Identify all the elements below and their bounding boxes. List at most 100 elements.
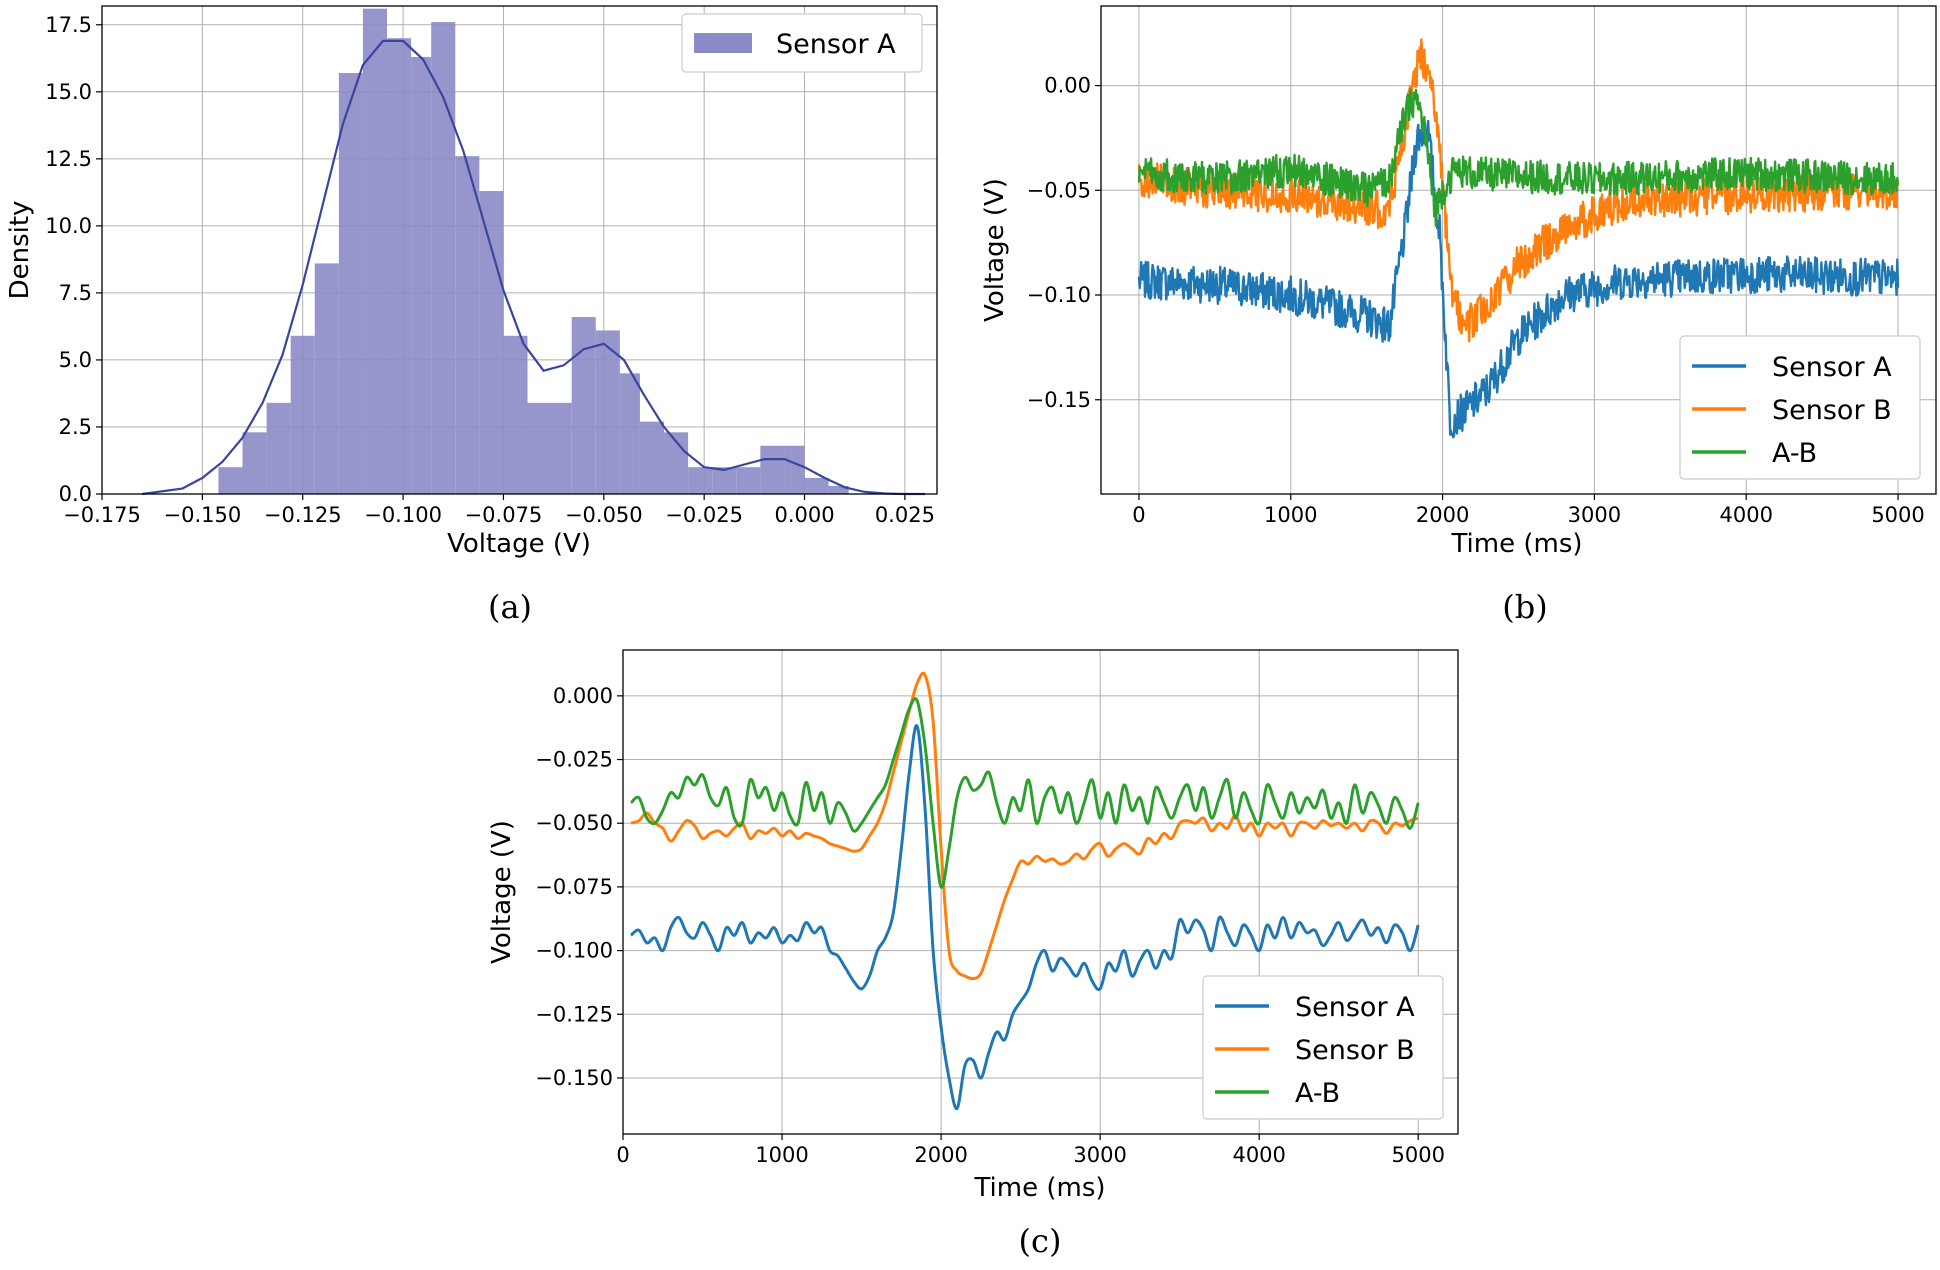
y-tick-label: 0.0: [59, 482, 92, 506]
x-tick-label: 4000: [1720, 503, 1773, 527]
panel-a-x-axis-label: Voltage (V): [447, 529, 591, 559]
y-tick-label: −0.125: [535, 1002, 613, 1026]
histogram-bar: [712, 467, 737, 494]
legend-label: Sensor A: [1772, 352, 1892, 383]
legend-box: [1202, 975, 1444, 1120]
x-tick-label: −0.025: [665, 503, 743, 527]
panel-c-axes-frame: [622, 649, 1459, 1135]
legend-label: Sensor B: [1772, 395, 1892, 426]
y-tick-label: 5.0: [59, 348, 92, 372]
series-line-a-b: [1137, 88, 1900, 227]
histogram-bar: [760, 445, 785, 494]
y-tick-label: 12.5: [45, 147, 92, 171]
y-tick-label: −0.10: [1027, 283, 1091, 307]
histogram-bar: [804, 477, 829, 494]
panel-c-y-ticks: 0.000 −0.025 −0.050 −0.075 −0.100 −0.125 −0.15…: [535, 684, 623, 1090]
x-tick-label: −0.125: [264, 503, 342, 527]
histogram-bar: [290, 335, 315, 494]
x-tick-label: 0.025: [875, 503, 935, 527]
x-tick-label: 0.000: [774, 503, 834, 527]
panel-c-lines: [629, 671, 1420, 1111]
panel-c-x-ticks: 0 1000 2000 3000 4000 5000: [616, 1134, 1445, 1167]
histogram-bar: [595, 330, 620, 494]
y-tick-label: 17.5: [45, 13, 92, 37]
x-tick-label: 4000: [1232, 1143, 1285, 1167]
x-tick-label: 3000: [1568, 503, 1621, 527]
panel-b-raw-signals: 0 1000 2000 3000 4000 5000 0.00 −0.05 −0.10 −0.1…: [980, 5, 1937, 626]
x-tick-label: −0.175: [63, 503, 141, 527]
x-tick-label: 0: [1132, 503, 1145, 527]
panel-b-y-ticks: 0.00 −0.05 −0.10 −0.15: [1027, 74, 1101, 412]
panel-b-x-axis-label: Time (ms): [1450, 529, 1582, 559]
x-tick-label: 5000: [1871, 503, 1924, 527]
histogram-bar: [527, 402, 572, 494]
legend-label: Sensor B: [1295, 1035, 1415, 1066]
x-tick-label: 1000: [1264, 503, 1317, 527]
histogram-bar: [411, 56, 432, 494]
histogram-bar: [479, 191, 504, 494]
panel-b-axes-frame: [1100, 5, 1937, 495]
x-tick-label: 2000: [914, 1143, 967, 1167]
histogram-bar: [639, 421, 665, 494]
y-tick-label: 15.0: [45, 80, 92, 104]
y-tick-label: −0.075: [535, 875, 613, 899]
panel-a-legend: Sensor A: [681, 13, 923, 73]
x-tick-label: −0.150: [164, 503, 242, 527]
histogram-bar: [266, 402, 291, 494]
y-tick-label: −0.100: [535, 939, 613, 963]
histogram-bar: [242, 432, 267, 494]
histogram-bar: [431, 22, 456, 494]
y-tick-label: 2.5: [59, 415, 92, 439]
y-tick-label: −0.025: [535, 748, 613, 772]
panel-c-legend: Sensor A Sensor B A-B: [1202, 975, 1444, 1120]
x-tick-label: 1000: [755, 1143, 808, 1167]
histogram-bar: [338, 73, 363, 495]
panel-c-smoothed-signals: 0 1000 2000 3000 4000 5000 0.000 −0.025 −0.050 −…: [487, 649, 1459, 1260]
histogram-bar: [503, 335, 528, 494]
legend-label: A-B: [1295, 1078, 1340, 1109]
panel-a-grid: [101, 6, 937, 495]
histogram-bar: [828, 485, 849, 494]
x-tick-label: −0.075: [465, 503, 543, 527]
histogram-bar: [736, 467, 761, 494]
x-tick-label: 0: [616, 1143, 629, 1167]
histogram-bar: [619, 373, 640, 494]
x-tick-label: 5000: [1392, 1143, 1445, 1167]
caption-c: (c): [1019, 1222, 1062, 1260]
histogram-bar: [362, 8, 388, 495]
panel-a-legend-label: Sensor A: [776, 29, 896, 60]
histogram-bar: [387, 38, 412, 495]
legend-label: A-B: [1772, 438, 1817, 469]
panel-a-histogram: −0.175 −0.150 −0.125 −0.100 −0.075 −0.050 −0.0…: [5, 5, 938, 626]
series-line-sensor-a: [1137, 119, 1900, 439]
histogram-bar: [218, 467, 243, 494]
panel-b-x-ticks: 0 1000 2000 3000 4000 5000: [1132, 494, 1925, 527]
legend-label: Sensor A: [1295, 992, 1415, 1023]
y-tick-label: 10.0: [45, 214, 92, 238]
y-tick-label: 7.5: [59, 281, 92, 305]
caption-a: (a): [488, 588, 532, 626]
panel-b-lines: [1137, 38, 1900, 439]
y-tick-label: −0.050: [535, 811, 613, 835]
histogram-bar: [314, 263, 339, 494]
panel-a-x-ticks: −0.175 −0.150 −0.125 −0.100 −0.075 −0.050 −0.0…: [63, 494, 935, 527]
series-line-sensor-a: [630, 724, 1420, 1111]
y-tick-label: 0.000: [553, 684, 613, 708]
x-tick-label: 3000: [1073, 1143, 1126, 1167]
histogram-bar: [455, 156, 480, 494]
panel-c-x-axis-label: Time (ms): [973, 1173, 1105, 1203]
x-tick-label: 2000: [1416, 503, 1469, 527]
x-tick-label: −0.100: [364, 503, 442, 527]
y-tick-label: 0.00: [1044, 74, 1091, 98]
y-tick-label: −0.05: [1027, 178, 1091, 202]
panel-a-y-axis-label: Density: [5, 201, 35, 300]
panel-a-axes-frame: [101, 5, 938, 495]
series-line-sensor-b: [630, 671, 1419, 981]
y-tick-label: −0.15: [1027, 388, 1091, 412]
legend-box: [1679, 335, 1921, 480]
caption-b: (b): [1502, 588, 1547, 626]
histogram-bar: [784, 445, 805, 494]
panel-a-y-ticks: 0.0 2.5 5.0 7.5 10.0 12.5 15.0 17.5: [45, 13, 102, 506]
series-line-a-b: [629, 697, 1420, 889]
